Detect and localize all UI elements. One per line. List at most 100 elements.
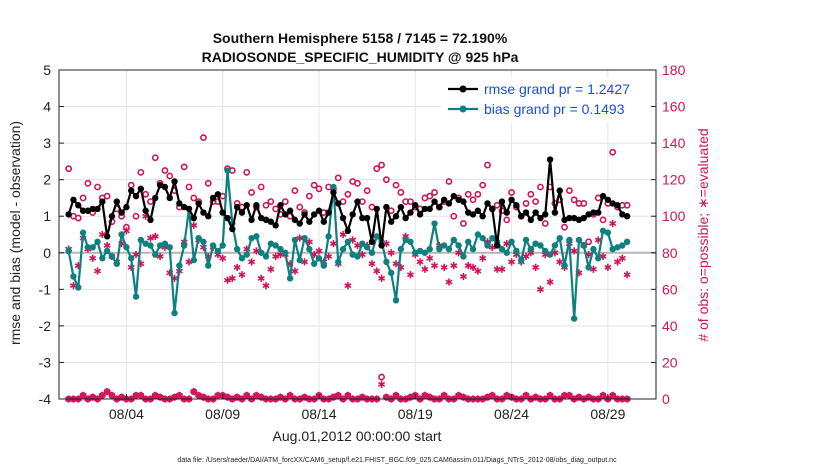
obs-evaluated-marker [238,271,246,279]
rmse-point [219,209,226,216]
obs-possible-marker [464,190,472,198]
obs-possible-marker [79,194,87,202]
bias-point [383,258,390,266]
rmse-point [436,203,443,211]
obs-possible-marker [180,163,188,171]
obs-evaluated-marker [132,251,140,259]
obs-evaluated-marker-stroke [219,255,227,261]
obs-evaluated-low-marker [421,391,429,399]
bias-point [219,242,226,249]
obs-evaluated-marker-stroke [344,283,352,289]
rmse-point [339,214,347,222]
bias-point [209,242,217,249]
bias-point [190,256,198,264]
obs-evaluated-low-marker [426,393,434,401]
rmse-point [200,209,207,216]
bias-point [325,233,332,240]
obs-possible-marker [65,165,73,173]
rmse-point [301,211,308,218]
rmse-point [330,189,337,196]
obs-evaluated-marker [329,240,337,248]
obs-possible-marker [484,161,491,169]
obs-possible-marker [561,223,568,231]
obs-evaluated-low-marker [118,393,126,401]
rmse-point [465,209,472,216]
bias-point [609,245,616,253]
rmse-point [354,198,361,205]
obs-evaluated-marker [223,276,232,284]
rmse-point [248,216,255,224]
obs-evaluated-low-marker [223,393,232,401]
obs-evaluated-marker-stroke [604,264,612,270]
rmse-point [137,185,145,193]
bias-point [161,240,169,247]
obs-evaluated-marker [387,249,395,257]
bias-point [108,253,116,260]
y-tick-label: -2 [39,318,52,334]
obs-possible-marker [354,179,361,187]
bias-point [180,242,188,249]
obs-evaluated-marker [368,260,376,268]
y-tick-label: 0 [43,245,51,261]
rmse-point [503,209,510,216]
obs-evaluated-marker-stroke [455,250,463,256]
bias-point [306,245,313,253]
obs-possible-marker [315,185,323,193]
obs-evaluated-marker-stroke [103,242,111,248]
rmse-point [65,211,72,218]
obs-possible-marker [243,168,251,176]
rmse-point [214,191,222,198]
rmse-point [94,205,101,213]
plot-frame [58,69,657,400]
rmse-point [383,203,390,211]
rmse-point [580,214,587,222]
obs-evaluated-marker [272,252,280,261]
obs-evaluated-marker-stroke [267,266,275,272]
obs-possible-marker [257,183,265,191]
bias-point [590,245,597,253]
obs-possible-marker [565,187,573,195]
bias-point [455,242,462,249]
obs-evaluated-marker-stroke [358,252,366,258]
x-tick-label: 08/09 [205,406,240,422]
obs-evaluated-marker [464,261,472,270]
rmse-point [238,209,246,216]
rmse-point [474,207,482,214]
obs-evaluated-marker-stroke [349,237,357,243]
rmse-point [623,213,631,220]
obs-evaluated-marker [89,254,97,262]
obs-evaluated-marker-stroke [474,268,482,274]
rmse-point [205,213,212,220]
obs-evaluated-low-marker [532,393,540,401]
obs-possible-marker [541,220,549,227]
bias-point [84,244,92,251]
obs-possible-marker [190,194,198,202]
obs-possible-marker [387,207,395,215]
bias-point [431,220,438,227]
obs-evaluated-low-marker-stroke [151,392,159,398]
obs-evaluated-marker-stroke [527,250,535,256]
obs-evaluated-marker [618,254,626,262]
rmse-point [209,194,217,202]
obs-evaluated-low-marker-stroke [503,392,511,398]
chart-title-line1: Southern Hemisphere 5158 / 7145 = 72.190… [213,30,508,46]
rmse-point [455,196,462,203]
legend-rmse-marker [459,85,467,93]
rmse-point [445,200,453,207]
obs-possible-marker [508,189,515,196]
rmse-point [349,211,356,218]
obs-evaluated-marker [373,267,381,275]
rmse-point [113,198,120,205]
obs-evaluated-marker-stroke [262,283,270,289]
obs-evaluated-marker-stroke [151,233,159,239]
bias-point [75,284,82,291]
rmse-point [286,207,294,214]
bias-point [65,247,72,255]
obs-evaluated-low-marker [252,391,260,399]
obs-evaluated-marker-stroke [142,213,150,219]
obs-possible-marker [147,198,154,205]
obs-evaluated-marker-stroke [459,274,467,280]
bias-point [195,234,202,242]
rmse-point [310,211,318,218]
obs-evaluated-marker [493,265,501,273]
